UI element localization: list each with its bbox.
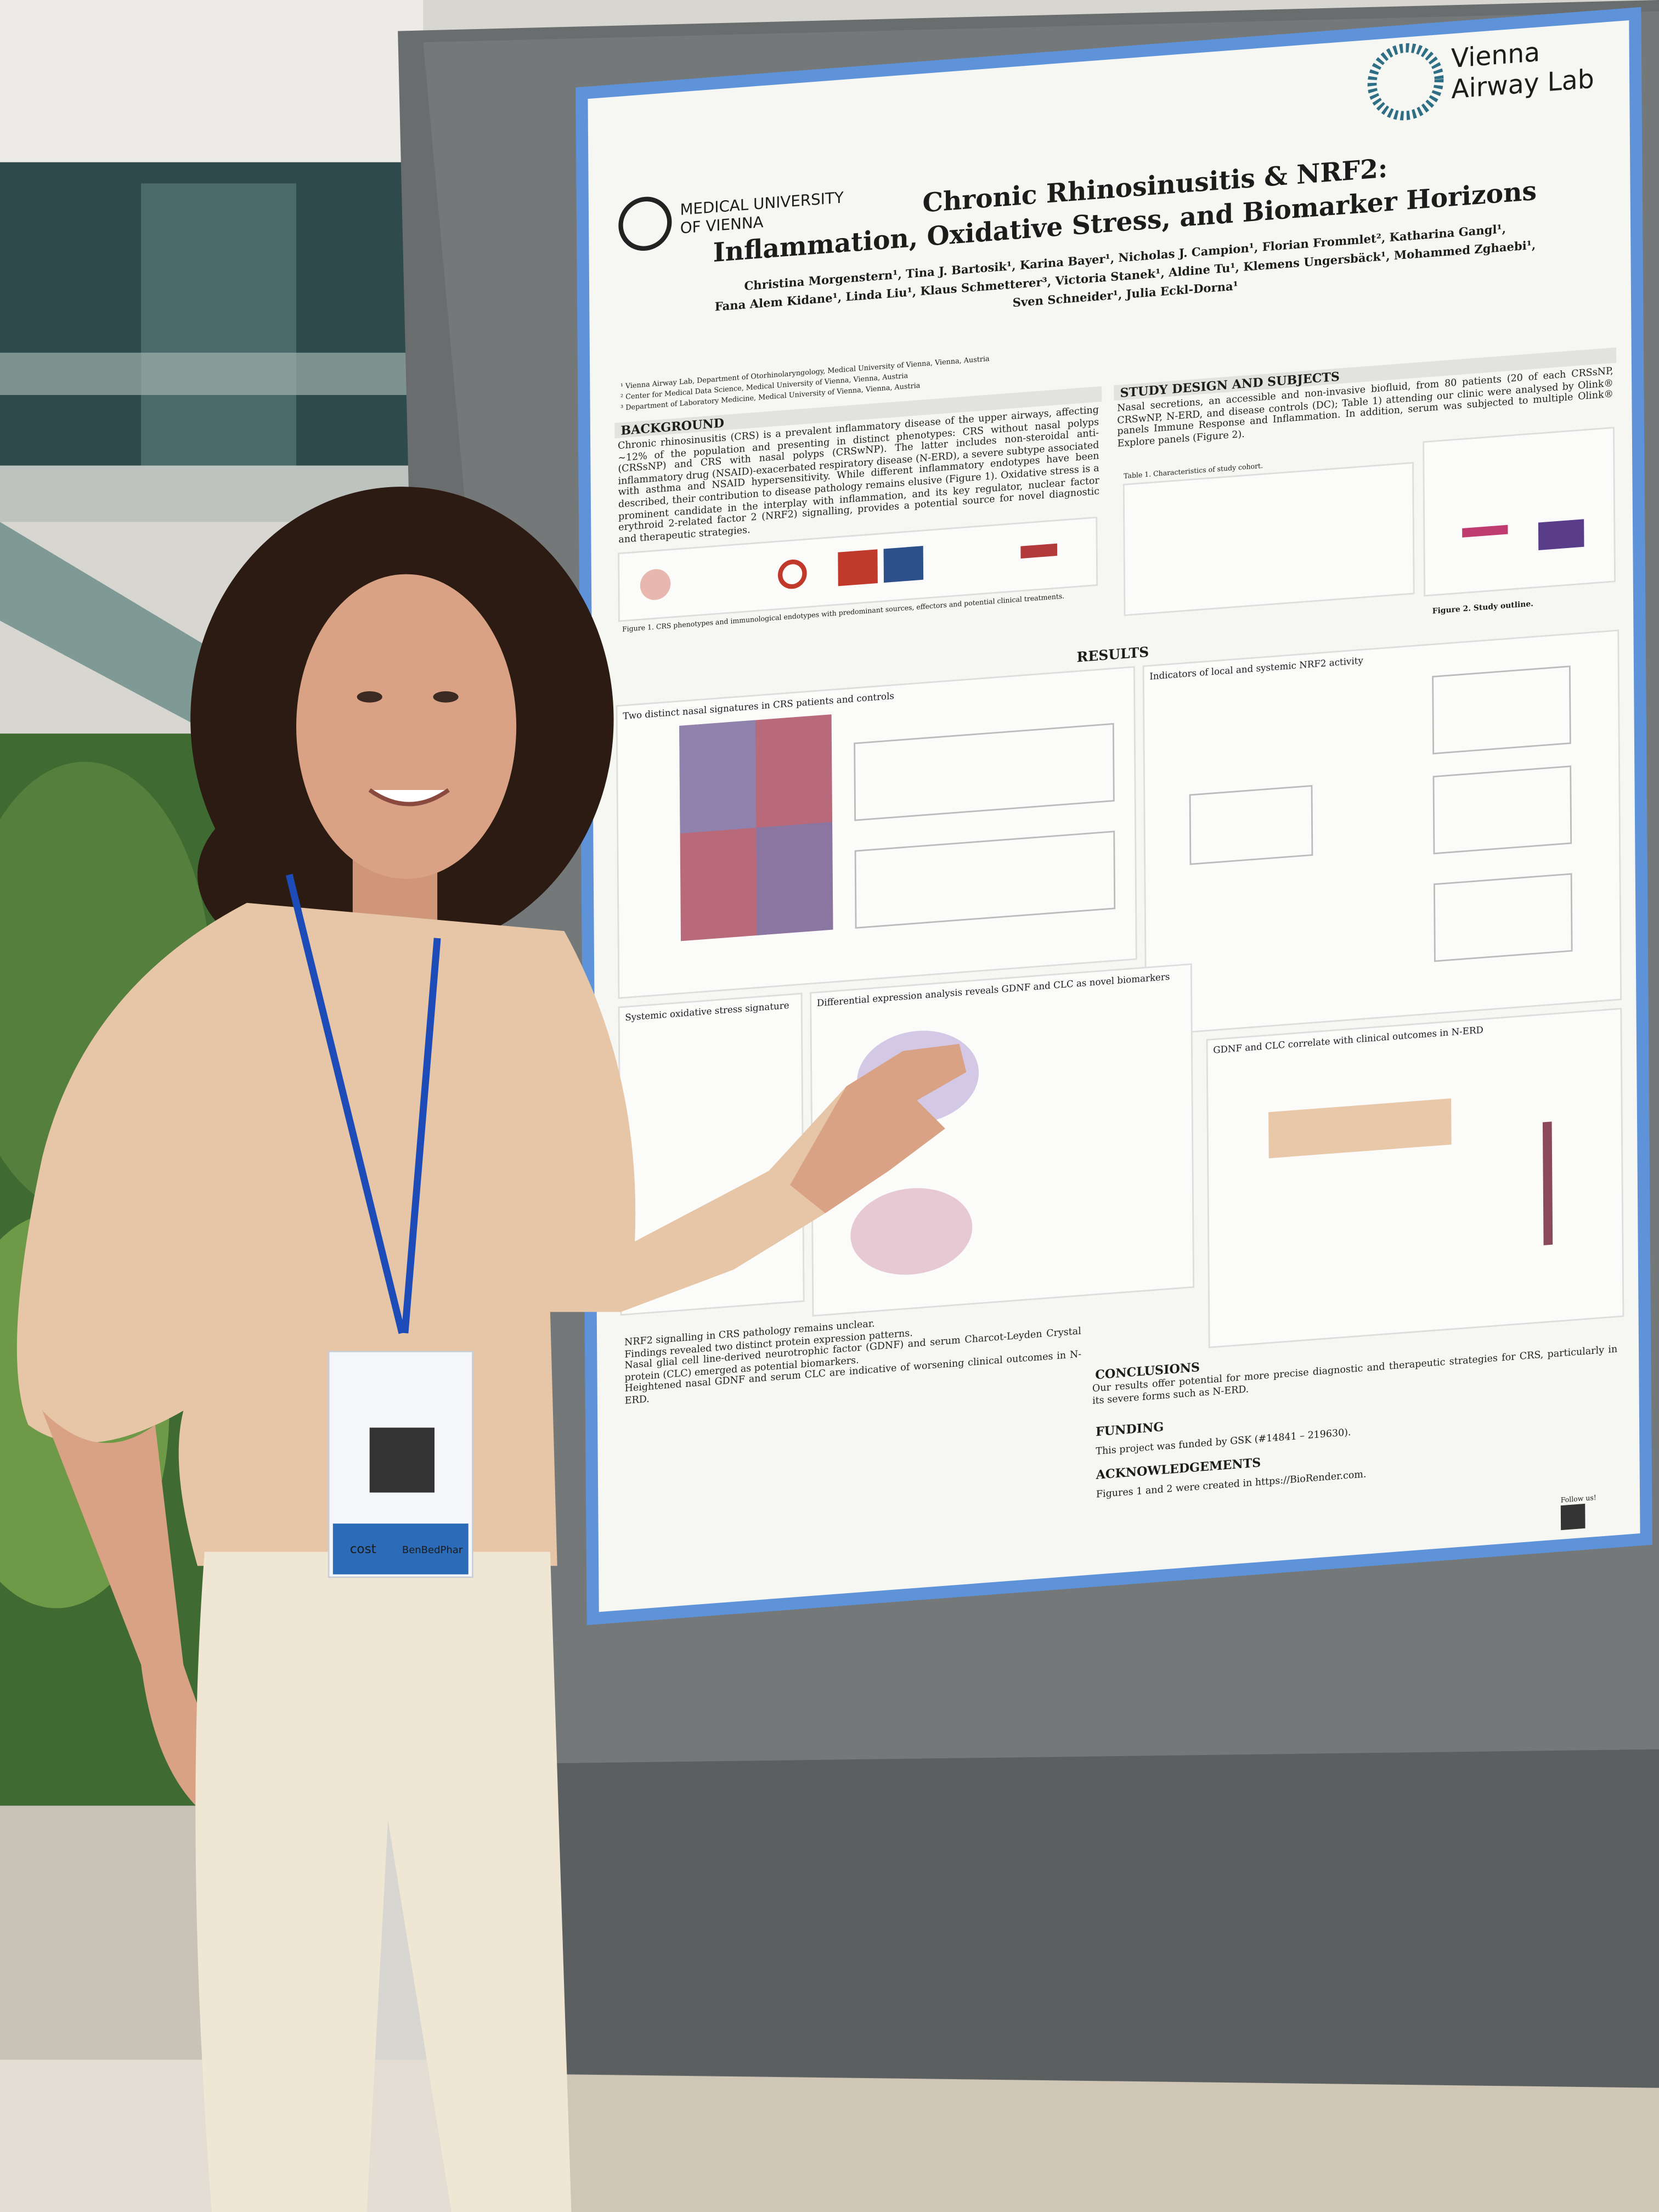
color-scale (1542, 1121, 1553, 1245)
table-1 (1122, 462, 1415, 617)
heading-bar (1114, 347, 1617, 401)
boxplot-panel (854, 723, 1115, 821)
floor (507, 2074, 1659, 2212)
lanyard (401, 938, 441, 1334)
hand (790, 1043, 967, 1214)
cardigan (16, 902, 917, 1566)
results-panel (1206, 1008, 1624, 1348)
heading-bar (614, 386, 1102, 439)
board-lower (543, 1749, 1659, 2088)
figure-icon (1538, 519, 1584, 550)
heatmap-block (679, 720, 757, 834)
heatmap-block (756, 822, 833, 935)
trousers (195, 1551, 572, 2212)
venn-diagram (850, 1188, 973, 1275)
figure-icon (883, 546, 924, 583)
figure-icon (1020, 543, 1058, 559)
figure-2 (1423, 426, 1616, 597)
ceiling (0, 0, 424, 170)
lab-name: Vienna (1451, 37, 1540, 74)
boxplot-panel (854, 831, 1116, 929)
eye (357, 691, 382, 703)
poster: Vienna Airway Lab MEDICAL UNIVERSITY OF … (575, 7, 1652, 1626)
boxplot-panel (1432, 665, 1571, 755)
university-logo (618, 196, 672, 251)
badge-footer (332, 1523, 469, 1575)
follow-text: Follow us! (1561, 1493, 1596, 1504)
eye (433, 691, 459, 703)
correlation-heatmap (1268, 1098, 1452, 1159)
arm (42, 1410, 240, 1820)
figure-icon (838, 549, 878, 586)
balcony (0, 352, 409, 395)
figure-icon (1462, 524, 1508, 538)
planter-ledge (0, 1805, 226, 2074)
lanyard (285, 873, 406, 1334)
boxplot-panel (1432, 765, 1572, 855)
boxplot-panel (1189, 785, 1313, 865)
boxplot-panel (1434, 873, 1573, 962)
badge-qr (369, 1427, 435, 1493)
escalator (0, 522, 212, 734)
figure-icon (640, 569, 671, 600)
qr-code (1560, 1503, 1585, 1531)
window-pane (141, 183, 296, 466)
face (296, 574, 517, 879)
results-panel (1142, 629, 1622, 1036)
badge-label: BenBedPhar (402, 1544, 463, 1556)
smile (368, 788, 450, 806)
person: cost BenBedPhar (16, 487, 967, 2212)
badge-label: cost (350, 1542, 376, 1556)
lab-logo (1367, 43, 1444, 121)
figure-icon (777, 559, 807, 589)
